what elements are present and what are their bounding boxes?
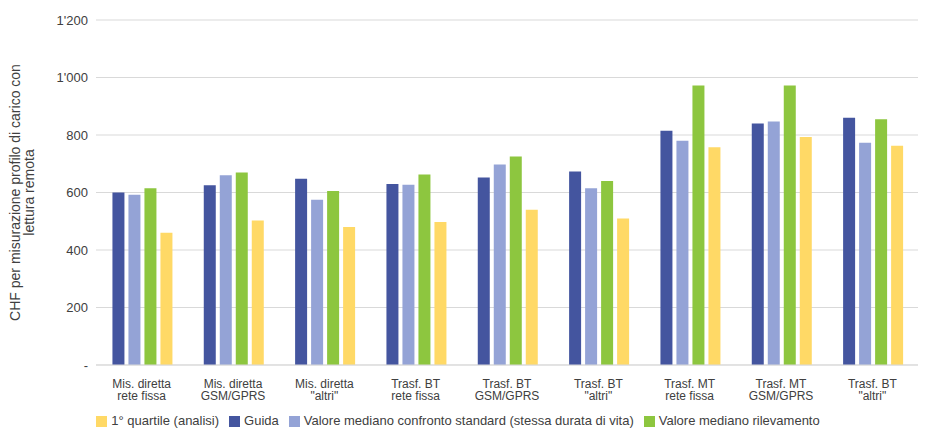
svg-text:CHF per misurazione profilo di: CHF per misurazione profilo di carico co… [8,64,37,321]
svg-text:Trasf. BT"altri": Trasf. BT"altri" [574,377,624,403]
svg-text:Trasf. MTrete fissa: Trasf. MTrete fissa [664,377,716,403]
svg-text:Trasf. MTGSM/GPRS: Trasf. MTGSM/GPRS [749,377,814,403]
svg-text:Mis. direttaGSM/GPRS: Mis. direttaGSM/GPRS [201,377,266,403]
svg-text:600: 600 [66,185,88,200]
svg-text:Mis. diretta"altri": Mis. diretta"altri" [295,377,354,403]
svg-text:400: 400 [66,243,88,258]
svg-text:Mis. direttarete fissa: Mis. direttarete fissa [112,377,171,403]
html-text:Valore mediano rilevamento: Valore mediano rilevamento [658,413,820,428]
svg-text:Trasf. BTrete fissa: Trasf. BTrete fissa [391,377,441,403]
html-text:1° quartile (analisi): 1° quartile (analisi) [111,413,220,428]
html-text:Valore mediano confronto stand: Valore mediano confronto standard (stess… [303,413,634,428]
svg-text:800: 800 [66,128,88,143]
svg-text:Trasf. BTGSM/GPRS: Trasf. BTGSM/GPRS [475,377,540,403]
svg-text:1'000: 1'000 [57,70,88,85]
svg-text:1'200: 1'200 [57,13,88,28]
svg-text:-: - [84,358,88,373]
svg-text:200: 200 [66,300,88,315]
html-text:Guida: Guida [244,413,279,428]
svg-text:Trasf. BT"altri": Trasf. BT"altri" [848,377,898,403]
